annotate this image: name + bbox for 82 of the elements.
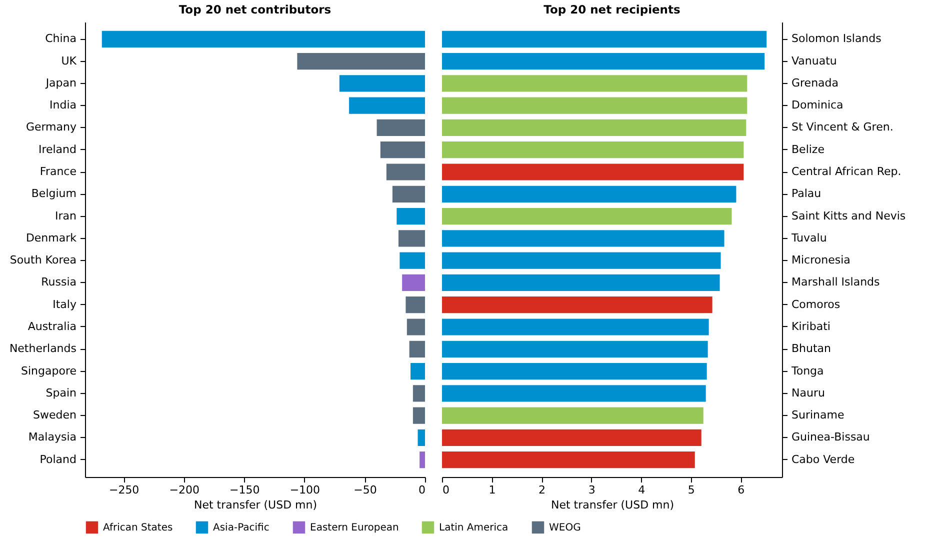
y-tick-label: Nauru <box>792 386 825 400</box>
bar <box>442 429 702 446</box>
bar <box>442 252 721 269</box>
x-tick-label: −100 <box>290 484 320 496</box>
bar <box>442 142 744 158</box>
y-tick-label: Germany <box>26 120 77 134</box>
bar <box>442 186 736 202</box>
legend-label: Eastern European <box>310 522 399 534</box>
y-tick-label: Grenada <box>792 76 839 90</box>
x-tick-label: −200 <box>169 484 200 496</box>
x-tick-label: −250 <box>108 484 140 496</box>
x-tick-label: 0 <box>418 484 426 496</box>
y-tick-label: India <box>50 98 76 112</box>
bar <box>442 362 707 380</box>
bar <box>442 318 709 336</box>
y-tick-label: South Korea <box>10 254 76 267</box>
x-axis-title: Net transfer (USD mn) <box>194 498 318 512</box>
y-tick-label: Comoros <box>792 298 840 311</box>
y-tick-label: Palau <box>792 187 822 200</box>
y-tick-label: Belgium <box>31 187 76 200</box>
x-tick-label: −150 <box>230 484 260 496</box>
bar <box>442 119 746 136</box>
bar <box>442 75 748 92</box>
y-tick-label: France <box>40 165 77 178</box>
bar <box>442 30 767 48</box>
y-tick-label: Marshall Islands <box>792 276 880 289</box>
bar <box>442 340 708 358</box>
bar <box>442 407 704 424</box>
x-tick-label: 6 <box>738 484 745 496</box>
x-tick-label: 3 <box>588 484 596 496</box>
y-tick-label: Cabo Verde <box>792 452 855 466</box>
y-tick-label: Russia <box>41 276 76 289</box>
x-tick-label: 4 <box>638 484 646 496</box>
bar <box>442 208 732 225</box>
bar <box>442 97 748 114</box>
chart-title: Top 20 net contributors <box>178 2 332 16</box>
legend-label: Latin America <box>439 522 508 534</box>
y-tick-label: Poland <box>40 452 76 466</box>
y-tick-label: Bhutan <box>792 342 832 356</box>
y-tick-label: Tonga <box>790 364 824 378</box>
y-tick-label: Netherlands <box>9 342 77 356</box>
y-tick-label: Micronesia <box>792 254 850 267</box>
y-tick-label: St Vincent & Gren. <box>792 120 894 134</box>
y-tick-label: Guinea-Bissau <box>792 430 870 444</box>
chart-title: Top 20 net recipients <box>544 2 680 16</box>
bar <box>442 296 712 314</box>
y-tick-label: Malaysia <box>28 430 76 444</box>
legend-label: WEOG <box>549 522 581 534</box>
y-tick-label: Sweden <box>33 408 77 422</box>
y-tick-label: Denmark <box>26 231 78 244</box>
legend-label: African States <box>103 522 173 534</box>
x-tick-label: −50 <box>354 484 377 496</box>
bar <box>442 164 744 180</box>
y-tick-label: Suriname <box>792 408 844 422</box>
y-tick-label: Belize <box>792 142 825 156</box>
y-tick-label: Spain <box>46 386 77 400</box>
y-tick-label: Saint Kitts and Nevis <box>792 209 906 222</box>
y-tick-label: UK <box>61 54 78 68</box>
y-tick-label: Kiribati <box>792 320 830 333</box>
x-axis-title: Net transfer (USD mn) <box>550 498 674 512</box>
x-tick-label: 1 <box>488 484 496 496</box>
bar <box>442 230 724 247</box>
y-tick-label: Vanuatu <box>792 54 837 68</box>
x-tick-label: 5 <box>688 484 695 496</box>
y-tick-label: Japan <box>44 76 77 90</box>
y-tick-label: Italy <box>52 298 77 311</box>
y-tick-label: China <box>45 32 76 46</box>
y-tick-label: Central African Rep. <box>792 165 902 178</box>
x-tick-label: 0 <box>442 484 450 496</box>
bar <box>442 452 695 468</box>
bar <box>442 53 765 70</box>
bar <box>442 385 706 402</box>
y-tick-label: Australia <box>28 320 76 333</box>
y-tick-label: Solomon Islands <box>792 32 882 46</box>
y-tick-label: Ireland <box>38 142 76 156</box>
y-tick-label: Singapore <box>21 364 77 378</box>
legend-label: Asia-Pacific <box>213 522 270 534</box>
y-tick-label: Tuvalu <box>790 231 827 244</box>
bar <box>442 274 720 292</box>
y-tick-label: Iran <box>55 209 77 222</box>
y-tick-label: Dominica <box>792 98 844 112</box>
x-tick-label: 2 <box>538 484 546 496</box>
